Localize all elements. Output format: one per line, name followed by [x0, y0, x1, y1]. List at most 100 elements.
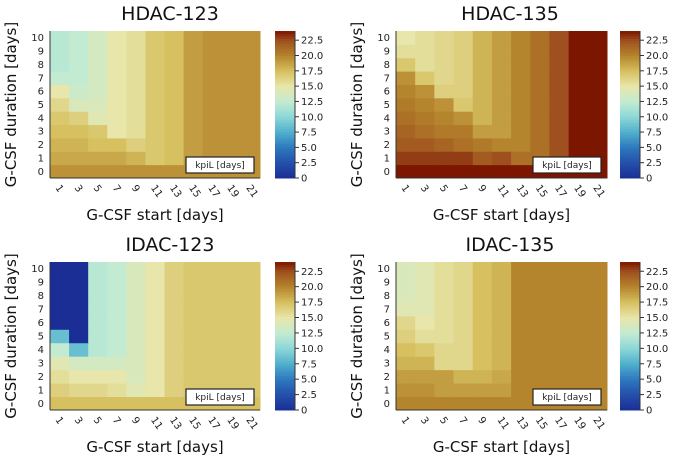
heatmap-cell [126, 329, 146, 344]
colorbar-segment [275, 264, 295, 268]
colorbar-segment [620, 114, 640, 118]
colorbar-segment [275, 382, 295, 386]
colorbar-segment [275, 271, 295, 275]
heatmap-cell [240, 356, 261, 371]
colorbar-segment [275, 377, 295, 381]
heatmap-cell [549, 342, 570, 357]
heatmap-cell [88, 137, 108, 152]
heatmap-cell [491, 124, 512, 139]
colorbar-segment [275, 173, 295, 177]
heatmap-cell [50, 71, 70, 85]
heatmap-cell [415, 97, 435, 112]
heatmap-cell [568, 275, 589, 290]
heatmap-cell [472, 124, 493, 139]
heatmap-cell [415, 164, 435, 179]
colorbar-segment [620, 148, 640, 152]
heatmap-cell [202, 302, 223, 317]
colorbar-segment [275, 38, 295, 42]
colorbar-segment [275, 55, 295, 59]
colorbar-segment [275, 336, 295, 339]
heatmap-cell [491, 151, 512, 166]
heatmap-cell [568, 356, 589, 371]
heatmap-cell [472, 71, 493, 85]
heatmap-cell [221, 124, 242, 139]
x-tick-label: 7 [456, 183, 469, 195]
x-tick-label: 9 [475, 183, 488, 195]
heatmap-cell [221, 44, 242, 59]
heatmap-cell [145, 383, 166, 398]
heatmap-cell [107, 315, 127, 330]
colorbar-segment [275, 395, 295, 399]
heatmap-cell [511, 369, 531, 384]
heatmap-cell [202, 329, 223, 344]
colorbar-segment [620, 323, 640, 327]
colorbar-segment [275, 350, 295, 354]
heatmap-cell [415, 124, 435, 139]
heatmap-cell [415, 151, 435, 166]
colorbar-segment [620, 131, 640, 135]
colorbar-segment [275, 313, 295, 317]
heatmap-cell [221, 275, 242, 290]
heatmap-cell [568, 57, 589, 72]
heatmap-cell [69, 342, 89, 357]
heatmap-cell [472, 396, 493, 411]
heatmap-cell [145, 315, 166, 330]
heatmap-cell [145, 31, 166, 45]
x-tick-label: 19 [571, 415, 587, 432]
heatmap-cell [183, 71, 204, 85]
y-tick-label: 10 [31, 264, 44, 275]
colorbar-segment [620, 65, 640, 69]
heatmap-cell [472, 288, 493, 303]
heatmap-cell [587, 315, 608, 330]
heatmap-cell [453, 124, 474, 139]
colorbar-segment [620, 377, 640, 381]
heatmap-cell [472, 369, 493, 384]
heatmap-cell [491, 315, 512, 330]
colorbar-segment [275, 348, 295, 352]
colorbar-segment [620, 33, 640, 37]
colorbar-segment [620, 348, 640, 352]
colorbar-segment [275, 143, 295, 147]
colorbar-segment [275, 318, 295, 322]
heatmap-cell [415, 396, 435, 411]
y-tick-label: 6 [384, 87, 390, 98]
heatmap-cell [568, 288, 589, 303]
heatmap-cell [511, 71, 531, 85]
colorbar-segment [275, 151, 295, 154]
heatmap-cell [50, 302, 70, 317]
heatmap-cell [164, 151, 185, 166]
heatmap-cell [88, 57, 108, 72]
heatmap-cell [164, 315, 185, 330]
y-tick-label: 8 [38, 60, 44, 71]
heatmap-cell [415, 383, 435, 398]
heatmap-cell [50, 111, 70, 126]
heatmap-cell [396, 396, 416, 411]
colorbar-segment [275, 363, 295, 367]
x-tick-label: 17 [552, 183, 568, 200]
colorbar-segment [275, 50, 295, 54]
colorbar-tick-label: 20.0 [646, 282, 668, 293]
colorbar-segment [275, 328, 295, 332]
heatmap-cell [164, 97, 185, 112]
y-tick-label: 10 [377, 33, 390, 44]
heatmap-cell [145, 84, 166, 99]
y-tick-label: 4 [38, 113, 44, 124]
x-tick-label: 17 [205, 183, 221, 200]
colorbar-tick-label: 15.0 [646, 313, 668, 324]
heatmap-cell [107, 57, 127, 72]
heatmap-cell [164, 164, 185, 179]
colorbar-segment [620, 155, 640, 159]
heatmap-cell [202, 44, 223, 59]
y-axis-label: G-CSF duration [days] [2, 22, 20, 187]
colorbar-segment [620, 143, 640, 147]
colorbar-segment [620, 301, 640, 305]
heatmap-cell [511, 97, 531, 112]
heatmap-cell [50, 369, 70, 384]
heatmap-cell [396, 84, 416, 99]
heatmap-cell [107, 383, 127, 398]
heatmap-cell [145, 369, 166, 384]
heatmap-cell [107, 84, 127, 99]
heatmap-cell [472, 262, 493, 276]
heatmap-cell [396, 315, 416, 330]
heatmap-cell [240, 31, 261, 45]
